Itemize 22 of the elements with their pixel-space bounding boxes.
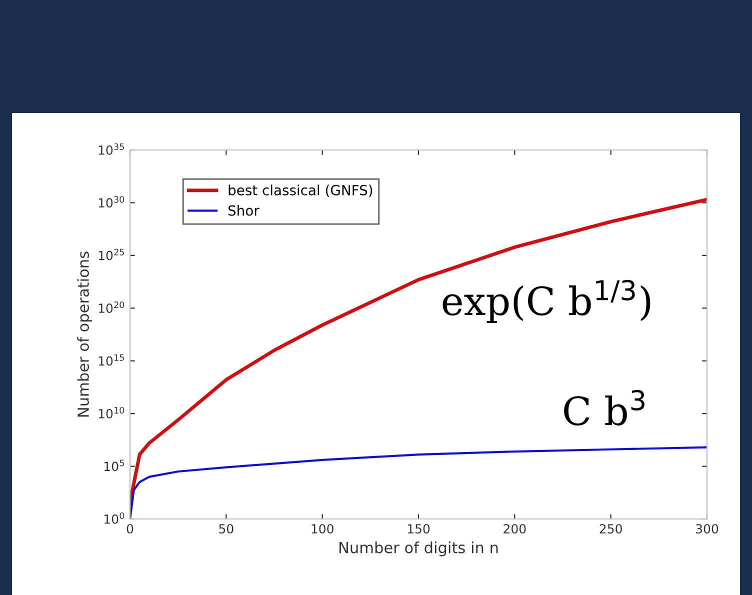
legend-label: best classical (GNFS): [228, 184, 372, 198]
x-axis-title: Number of digits in n: [340, 542, 498, 556]
y-tick-label: 10$^{35}$: [98, 143, 124, 155]
x-tick-label: 50: [219, 524, 234, 534]
y-tick-label: 10$^{15}$: [98, 354, 124, 366]
line-series: [130, 198, 707, 506]
x-tick-label: 150: [408, 524, 430, 534]
x-tick-label: 100: [312, 524, 334, 534]
y-tick-label: 10$^{25}$: [98, 248, 124, 260]
y-tick-label: 10$^{10}$: [98, 406, 124, 418]
legend-label: Shor: [228, 205, 260, 216]
x-tick-label: 200: [504, 524, 526, 534]
annotation: C b$^{3}$: [564, 390, 644, 426]
x-tick-label: 300: [696, 524, 718, 534]
x-tick-label: 250: [600, 524, 622, 534]
y-tick-label: 10$^{30}$: [98, 196, 124, 208]
y-tick-label: 10$^{20}$: [98, 302, 124, 313]
y-axis-title: Number of operations: [77, 252, 92, 417]
annotation: exp(C b$^{1/3}$): [442, 280, 650, 324]
y-tick-label: 10$^{5}$: [104, 460, 124, 472]
x-tick-label: 0: [126, 524, 134, 534]
y-tick-label: 10$^{0}$: [104, 512, 124, 524]
